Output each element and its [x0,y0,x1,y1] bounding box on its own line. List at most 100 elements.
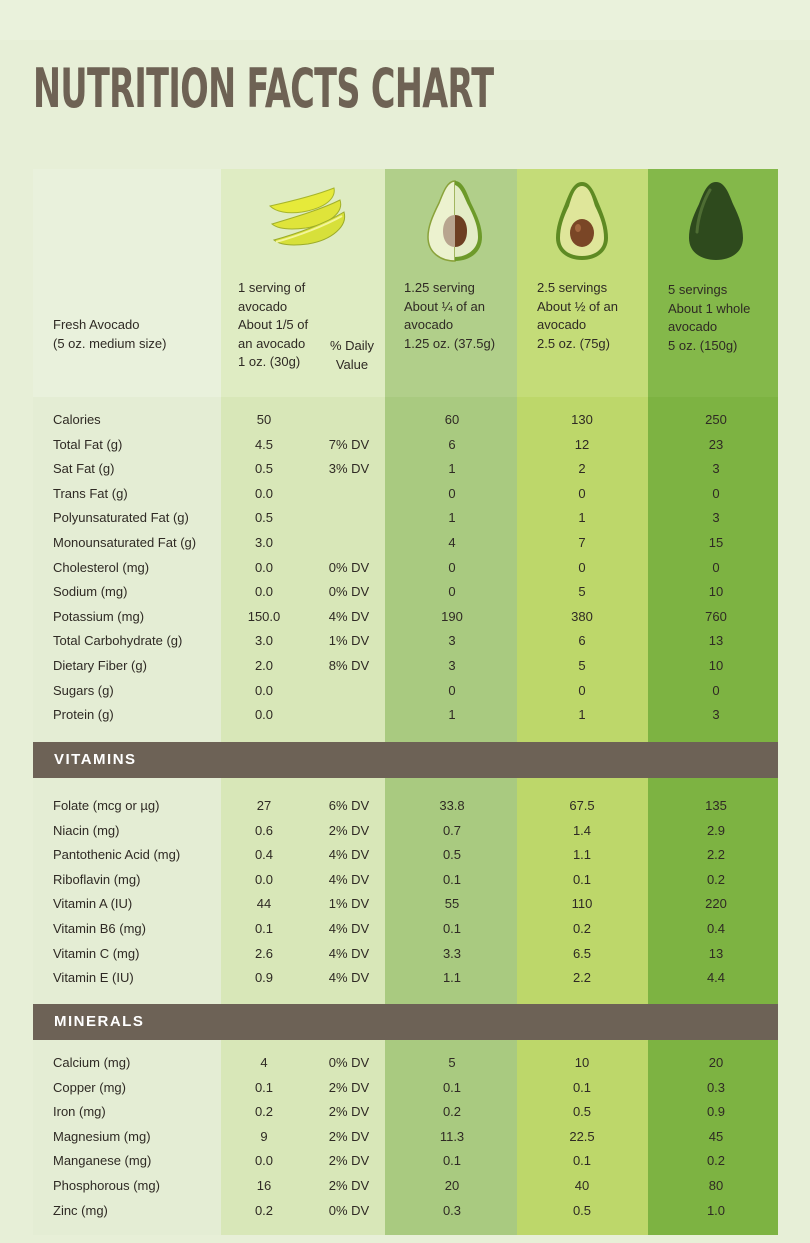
whole-value: 0 [712,560,720,575]
quarter-value: 0.5 [442,847,462,862]
half-value: 40 [574,1178,590,1193]
quarter-value: 0 [448,683,456,698]
daily-value: 4% DV [328,847,370,862]
header-text-line: % Daily [329,338,375,353]
nutrient-label: Zinc (mg) [53,1203,108,1218]
avocado-half-icon [556,182,608,260]
half-value: 1 [578,707,586,722]
quarter-value: 5 [448,1055,456,1070]
quarter-value: 0.1 [442,1153,462,1168]
nutrient-label: Vitamin B6 (mg) [53,921,146,936]
whole-value: 13 [708,633,724,648]
whole-value: 3 [712,707,720,722]
one-serving-value: 0.5 [254,510,274,525]
whole-value: 80 [708,1178,724,1193]
half-value: 0.1 [572,1080,592,1095]
header-text-line: an avocado [238,335,306,351]
daily-value: 1% DV [328,896,370,911]
header-text-line: 1.25 serving [404,280,475,295]
quarter-value: 1 [448,461,456,476]
header-quarter: 1.25 serving About ¼ of an avocado 1.25 … [404,279,495,353]
daily-value: 2% DV [328,1153,370,1168]
quarter-value: 33.8 [439,798,465,813]
daily-value: 4% DV [328,609,370,624]
one-serving-value: 0.0 [254,872,274,887]
daily-value: 2% DV [328,1104,370,1119]
nutrient-label: Copper (mg) [53,1080,126,1095]
header-text-line: avocado [404,317,454,332]
one-serving-value: 0.0 [254,683,274,698]
half-value: 380 [571,609,593,624]
header-text-line: (5 oz. medium size) [53,335,167,351]
half-value: 22.5 [569,1129,595,1144]
half-value: 1.4 [572,823,592,838]
whole-value: 23 [708,437,724,452]
nutrient-label: Vitamin C (mg) [53,946,140,961]
half-value: 0.5 [572,1104,592,1119]
avocado-slices-icon [269,187,346,246]
quarter-value: 1 [448,510,456,525]
header-one-serving: 1 serving of avocado About 1/5 of an avo… [238,279,308,372]
nutrient-label: Calories [53,412,101,427]
header-whole: 5 servings About 1 whole avocado 5 oz. (… [668,281,750,355]
whole-value: 0.9 [706,1104,726,1119]
whole-value: 13 [708,946,724,961]
half-value: 6 [578,633,586,648]
half-value: 10 [574,1055,590,1070]
nutrient-label: Total Fat (g) [53,437,123,452]
nutrient-label: Vitamin A (IU) [53,896,133,911]
one-serving-value: 16 [256,1178,272,1193]
daily-value: 4% DV [328,946,370,961]
daily-value: 0% DV [328,584,370,599]
nutrient-label: Potassium (mg) [53,609,145,624]
nutrient-label: Cholesterol (mg) [53,560,150,575]
nutrient-label: Sodium (mg) [53,584,128,599]
daily-value: 0% DV [328,560,370,575]
nutrient-label: Magnesium (mg) [53,1129,151,1144]
quarter-value: 0.2 [442,1104,462,1119]
quarter-value: 0 [448,584,456,599]
half-value: 110 [571,896,593,911]
daily-value: 2% DV [328,1080,370,1095]
whole-value: 0 [712,683,720,698]
one-serving-value: 9 [260,1129,268,1144]
nutrient-label: Monounsaturated Fat (g) [53,535,197,550]
half-value: 0.5 [572,1203,592,1218]
quarter-value: 0.1 [442,1080,462,1095]
half-value: 2 [578,461,586,476]
nutrient-label: Manganese (mg) [53,1153,152,1168]
section-band-vitamins: VITAMINS [33,742,778,778]
quarter-value: 3.3 [442,946,462,961]
whole-value: 220 [705,896,727,911]
nutrient-label: Niacin (mg) [53,823,120,838]
nutrient-label: Dietary Fiber (g) [53,658,147,673]
whole-value: 3 [712,510,720,525]
half-value: 130 [571,412,593,427]
whole-value: 20 [708,1055,724,1070]
daily-value: 3% DV [328,461,370,476]
half-value: 12 [574,437,590,452]
daily-value: 2% DV [328,1129,370,1144]
quarter-value: 0.3 [442,1203,462,1218]
header-text-line: About ¼ of an [404,298,485,314]
one-serving-value: 2.6 [254,946,274,961]
header-text-line: About ½ of an [537,298,618,314]
one-serving-value: 0.4 [254,847,274,862]
header-text-line: avocado [238,298,288,314]
quarter-value: 20 [444,1178,460,1193]
whole-value: 250 [705,412,727,427]
half-value: 0 [578,683,586,698]
section-band-minerals: MINERALS [33,1004,778,1040]
quarter-value: 11.3 [439,1129,465,1144]
whole-value: 1.0 [706,1203,726,1218]
nutrient-label: Protein (g) [53,707,114,722]
header-text-line: 5 servings [668,282,728,297]
nutrient-label: Sugars (g) [53,683,114,698]
one-serving-value: 0.2 [254,1203,274,1218]
half-value: 67.5 [569,798,595,813]
nutrient-label: Iron (mg) [53,1104,106,1119]
half-value: 2.2 [572,970,592,985]
daily-value: 8% DV [328,658,370,673]
header-text-line: 1 oz. (30g) [238,354,301,369]
quarter-value: 0 [448,486,456,501]
